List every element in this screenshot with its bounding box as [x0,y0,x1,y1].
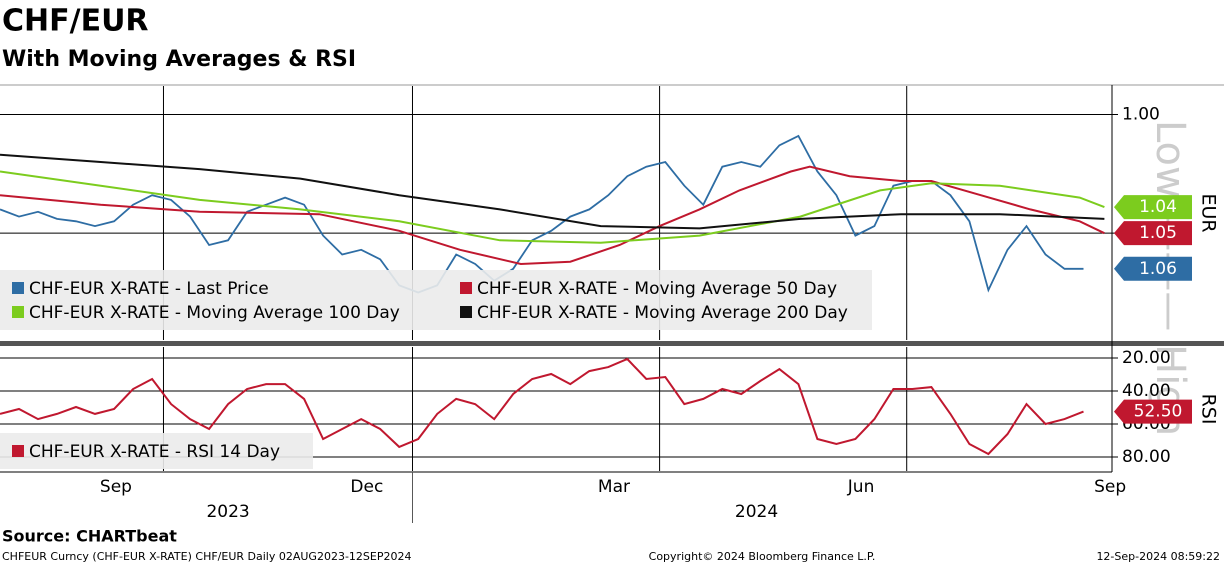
legend-label: CHF-EUR X-RATE - Moving Average 50 Day [477,279,837,299]
series-line [0,357,1084,456]
x-tick-label: Mar [598,477,630,497]
last-value-tag [1114,221,1192,246]
legend: CHF-EUR X-RATE - Last Price CHF-EUR X-RAT… [0,270,872,330]
legend-swatch [12,306,24,318]
series-line [0,134,1084,294]
legend: CHF-EUR X-RATE - RSI 14 Day [0,433,313,469]
x-tick-label: Jun [847,477,875,497]
footer-left: CHFEUR Curncy (CHF-EUR X-RATE) CHF/EUR D… [2,550,411,563]
y-tick-label: 20.00 [1122,348,1171,368]
legend-swatch [12,445,24,457]
last-value-tag [1114,256,1192,281]
x-tick-label: Sep [100,477,132,497]
series-line [0,170,1105,244]
last-value-label: 1.05 [1139,223,1177,243]
year-label: 2024 [735,502,778,522]
legend-box [0,433,313,469]
legend-swatch [460,282,472,294]
legend-label: CHF-EUR X-RATE - Last Price [29,279,269,299]
legend-label: CHF-EUR X-RATE - Moving Average 200 Day [477,303,848,323]
footer-right: 12-Sep-2024 08:59:22 [1096,550,1220,563]
chart-title: CHF/EUR [2,4,149,39]
last-value-label: 1.06 [1139,259,1177,279]
last-value-tag [1114,399,1192,424]
x-tick-label: Sep [1094,477,1126,497]
year-label: 2023 [206,502,249,522]
footer-center: Copyright© 2024 Bloomberg Finance L.P. [649,550,876,563]
source: Source: CHARTbeat [2,527,177,546]
series-line [0,153,1105,230]
last-value-tag [1114,195,1192,220]
last-value-label: 52.50 [1134,402,1183,422]
y-axis-label: RSI [1198,394,1220,425]
last-value-label: 1.04 [1139,197,1177,217]
legend-label: CHF-EUR X-RATE - Moving Average 100 Day [29,303,400,323]
y-axis-label: EUR [1198,193,1220,232]
x-tick-label: Dec [350,477,383,497]
chart-subtitle: With Moving Averages & RSI [2,47,356,72]
y-tick-label: 40.00 [1122,381,1171,401]
panel-divider [0,341,1224,346]
legend-box [0,270,872,330]
y-tick-label: 80.00 [1122,447,1171,467]
legend-swatch [12,282,24,294]
legend-label: CHF-EUR X-RATE - RSI 14 Day [29,442,280,462]
y-tick-label: 1.00 [1122,104,1160,124]
series-line [0,165,1105,266]
legend-swatch [460,306,472,318]
